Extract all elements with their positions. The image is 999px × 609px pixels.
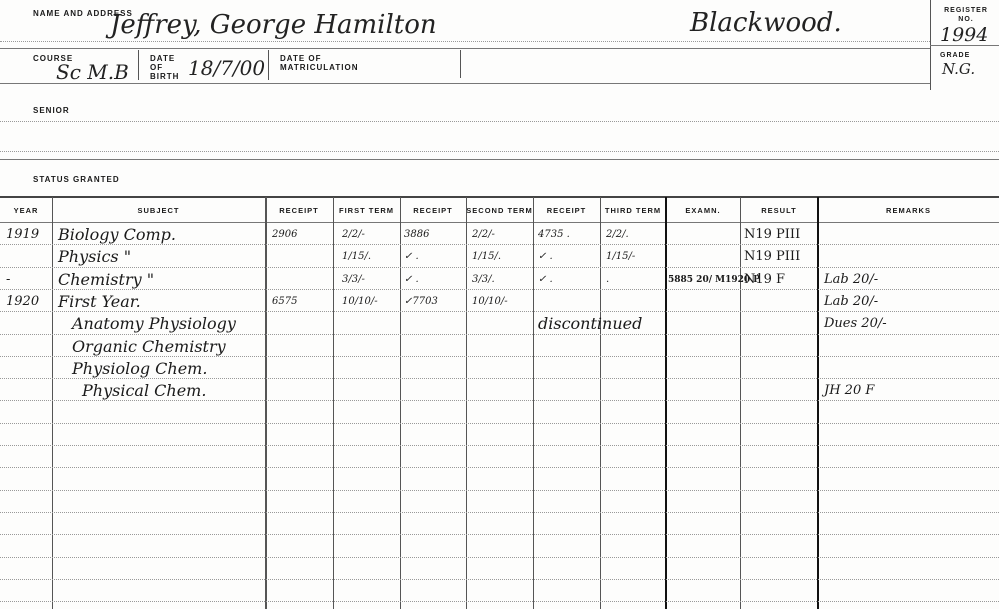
grade-value: N.G. [942,60,976,78]
cell-subject: First Year. [58,291,141,311]
table-row: - Chemistry " 3/3/- ✓ . 3/3/. ✓ .. 5885 20/ M1… [0,269,999,291]
cell-first-term: 10/10/- [342,295,378,307]
cell-subject: Chemistry " [58,269,155,289]
cell-year: 1920 [6,293,40,309]
table-row: Anatomy Physiology discontinued Dues 20/- [0,313,999,335]
table-row: 1920 First Year. 6575 10/10/- ✓7703 10/10/- La… [0,291,999,313]
cell-subject: Organic Chemistry [72,336,226,356]
cell-receipt-2: ✓7703 [404,295,438,307]
cell-first-term: 1/15/. [342,251,372,263]
cell-third-term: . [606,273,610,285]
cell-subject: Biology Comp. [58,225,176,244]
col-second-term: SECOND TERM [466,205,533,215]
cell-year: - [6,271,11,287]
cell-receipt-3: 4735 . [538,229,570,240]
cell-first-term: 2/2/- [342,229,365,240]
cell-result: N19 F [744,271,786,287]
cell-third-term: 2/2/. [606,229,629,240]
cell-second-term: 10/10/- [472,295,508,307]
cell-receipt-3: discontinued [538,314,643,334]
cell-remarks: Dues 20/- [824,316,887,332]
address-value: Blackwood. [690,8,842,38]
grade-label: GRADE [940,52,971,59]
course-label: COURSE [33,54,74,63]
cell-remarks: JH 20 F [824,383,875,399]
cell-remarks: Lab 20/- [824,293,879,309]
register-label: REGISTER No. [944,7,988,23]
dob-value: 18/7/00 [188,56,266,80]
cell-remarks: Lab 20/- [824,271,879,287]
matriculation-label: DATE OF MATRICULATION [280,54,359,72]
cell-first-term: 3/3/- [342,273,365,285]
col-third-term: THIRD TERM [604,205,662,215]
cell-receipt-3: ✓ . [538,251,553,263]
cell-subject: Physiolog Chem. [72,358,208,378]
cell-receipt-1: 2906 [272,229,298,240]
senior-label: SENIOR [33,106,70,115]
col-year: YEAR [13,205,39,215]
col-receipt-1: RECEIPT [279,205,319,215]
cell-receipt-1: 6575 [272,295,298,307]
cell-examn: 5885 20/ M1920 P [668,274,761,285]
cell-subject: Physical Chem. [82,381,207,401]
cell-second-term: 2/2/- [472,229,495,240]
status-granted-label: STATUS GRANTED [33,175,120,184]
table-row: 1919 Biology Comp. 2906 2/2/- 3886 2/2/- 4735 … [0,224,999,246]
register-value: 1994 [940,24,989,46]
cell-result: N19 PIII [744,227,801,242]
course-value: Sc M.B [56,60,129,84]
col-subject: SUBJECT [137,205,180,215]
table-row: Organic Chemistry [0,336,999,358]
name-address-label: NAME AND ADDRESS [33,9,133,18]
table-row: Physiolog Chem. [0,358,999,380]
cell-second-term: 3/3/. [472,273,495,285]
cell-second-term: 1/15/. [472,251,502,263]
cell-subject: Physics " [58,247,132,267]
cell-result: N19 PIII [744,249,801,265]
col-remarks: REMARKS [886,205,931,215]
col-receipt-3: RECEIPT [546,205,587,215]
col-result: RESULT [761,205,797,215]
cell-receipt-2: ✓ . [404,251,419,263]
table-row: Physical Chem. JH 20 F [0,380,999,402]
cell-third-term: 1/15/- [606,251,636,263]
col-first-term: FIRST TERM [339,205,394,215]
name-value: Jeffrey, George Hamilton [110,10,437,40]
table-row: Physics " 1/15/. ✓ . 1/15/. ✓ . 1/15/- N19 PII… [0,246,999,268]
cell-year: 1919 [6,227,40,242]
cell-subject: Anatomy Physiology [72,314,236,334]
cell-receipt-2: ✓ . [404,273,419,285]
cell-receipt-2: 3886 [404,229,430,240]
cell-receipt-3: ✓ . [538,273,553,285]
col-examn: EXAMN. [685,205,721,215]
dob-label: DATE OF BIRTH [150,54,180,81]
col-receipt-2: RECEIPT [413,205,453,215]
